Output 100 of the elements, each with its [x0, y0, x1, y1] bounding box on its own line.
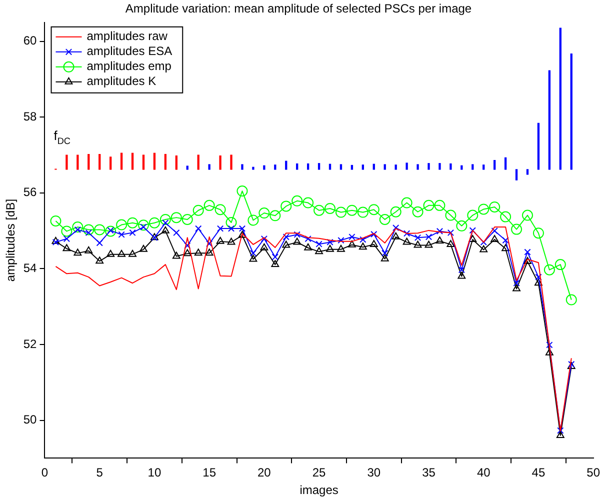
x-tick-label: 45 [532, 466, 546, 480]
x-tick-label: 10 [148, 466, 162, 480]
point [228, 225, 235, 232]
bar [537, 122, 540, 170]
point [348, 234, 356, 240]
point [511, 224, 522, 235]
point [205, 248, 214, 256]
point [74, 248, 82, 256]
bar [263, 165, 266, 170]
point [534, 278, 542, 286]
point [184, 242, 191, 249]
point [52, 238, 60, 246]
point [72, 222, 84, 233]
point [94, 224, 106, 236]
bar [559, 28, 562, 170]
point [335, 206, 346, 218]
point [271, 260, 280, 268]
point [480, 245, 488, 252]
point [83, 224, 94, 236]
point [50, 215, 62, 226]
bar [515, 169, 518, 180]
point [170, 212, 182, 224]
point [546, 342, 553, 348]
point [128, 250, 136, 257]
point [96, 256, 104, 264]
point [249, 254, 258, 262]
bar [504, 157, 507, 170]
point [544, 264, 555, 276]
y-tick-label: 58 [23, 109, 38, 124]
point [106, 250, 115, 257]
x-axis-title: images [300, 483, 338, 498]
point [346, 204, 358, 216]
point [445, 210, 456, 221]
point [84, 246, 93, 254]
point [500, 211, 512, 222]
point [292, 195, 303, 206]
point [238, 225, 246, 232]
point [401, 197, 412, 208]
point [324, 202, 336, 214]
point [502, 244, 510, 252]
point [490, 235, 499, 242]
y-tick-label: 52 [23, 336, 38, 351]
point [532, 228, 544, 239]
bar [131, 152, 134, 170]
point [282, 240, 290, 248]
point [368, 204, 380, 216]
point [238, 230, 246, 238]
bar [460, 165, 463, 170]
point [380, 254, 389, 262]
point [522, 210, 533, 221]
point [338, 236, 344, 244]
point [414, 234, 422, 241]
bar [109, 156, 112, 170]
bar [186, 166, 188, 170]
point [434, 200, 446, 211]
bar [120, 152, 123, 170]
point [436, 236, 444, 244]
point [172, 252, 180, 259]
point [382, 250, 388, 257]
bar [285, 160, 288, 170]
point [370, 230, 378, 238]
bar [296, 163, 298, 170]
point [403, 230, 410, 237]
point [194, 248, 202, 256]
point [390, 206, 402, 218]
point [326, 238, 334, 246]
point [337, 244, 345, 252]
legend-label: amplitudes ESA [86, 44, 172, 58]
point [304, 235, 312, 242]
point [63, 235, 70, 242]
bar [88, 154, 90, 170]
point [535, 274, 542, 280]
bar [406, 162, 408, 170]
bar [197, 154, 200, 170]
point [282, 234, 290, 240]
point [512, 284, 520, 292]
x-tick-label: 40 [476, 466, 491, 480]
bar [570, 54, 572, 170]
point [183, 249, 192, 256]
point [489, 201, 500, 212]
bar [450, 163, 452, 170]
point [423, 200, 434, 211]
point [379, 214, 390, 225]
point [270, 210, 281, 222]
point [348, 240, 356, 248]
x-tick-label: 20 [258, 466, 272, 480]
x-tick-label: 0 [41, 466, 48, 480]
bar [372, 164, 375, 170]
bar [438, 163, 441, 170]
point [478, 204, 490, 215]
bar [318, 163, 320, 170]
point [566, 294, 577, 306]
bar [482, 164, 485, 170]
point [250, 250, 257, 257]
point [392, 224, 400, 232]
bar [350, 164, 354, 170]
point [424, 240, 433, 248]
legend-label: amplitudes K [86, 74, 156, 88]
point [195, 225, 202, 232]
y-tick-label: 56 [23, 185, 38, 200]
